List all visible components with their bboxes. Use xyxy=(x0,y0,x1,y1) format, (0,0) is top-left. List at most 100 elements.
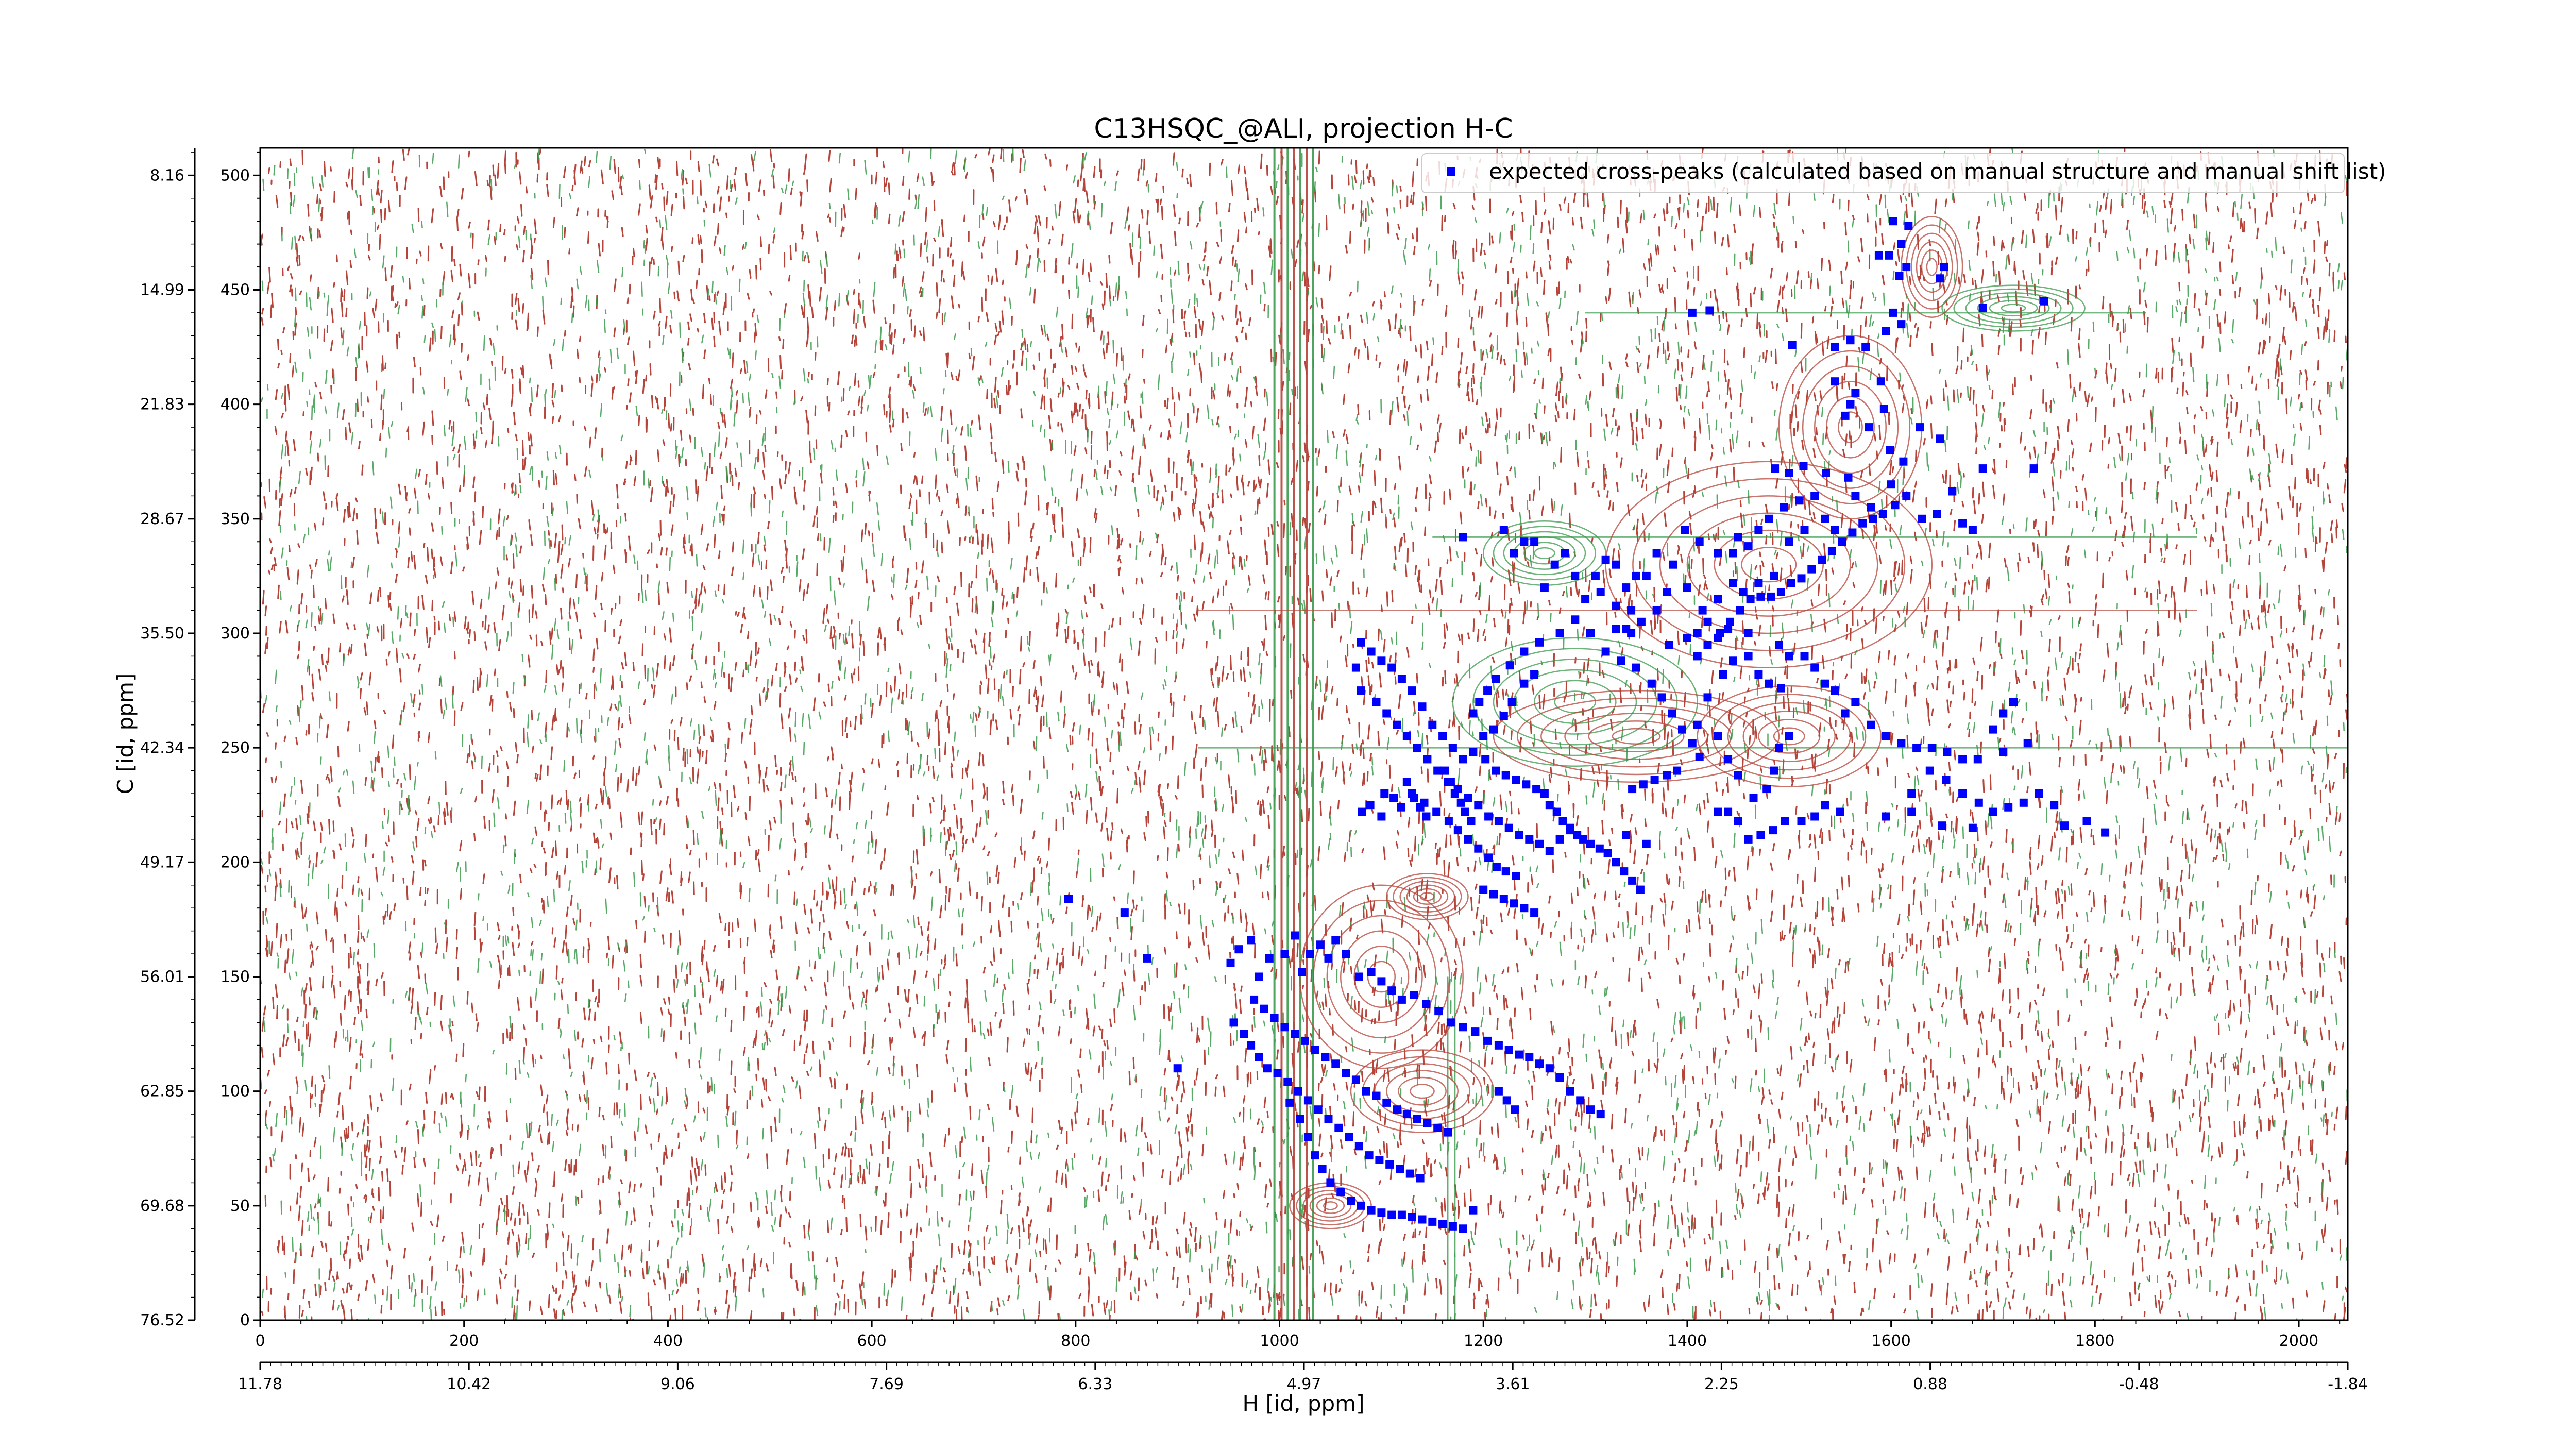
chart-title: C13HSQC_@ALI, projection H-C xyxy=(1094,113,1513,144)
cross-peak-marker xyxy=(1787,579,1795,587)
cross-peak-marker xyxy=(1938,821,1946,830)
cross-peak-marker xyxy=(1507,698,1516,706)
cross-peak-marker xyxy=(1433,766,1442,775)
cross-peak-marker xyxy=(1882,812,1890,821)
x-tick-label: 1000 xyxy=(1260,1332,1299,1350)
y-ppm-tick-label: 8.16 xyxy=(150,166,184,184)
cross-peak-marker xyxy=(1566,1087,1574,1096)
cross-peak-marker xyxy=(1525,835,1534,844)
cross-peak-marker xyxy=(2035,789,2043,798)
cross-peak-marker xyxy=(1474,801,1483,810)
cross-peak-marker xyxy=(1846,400,1855,409)
cross-peak-marker xyxy=(1540,583,1549,592)
y-tick-label: 250 xyxy=(221,739,250,757)
x-tick-label: 1200 xyxy=(1464,1332,1503,1350)
cross-peak-marker xyxy=(1958,755,1967,764)
cross-peak-marker xyxy=(1499,526,1508,534)
cross-peak-marker xyxy=(1432,807,1441,816)
cross-peak-marker xyxy=(1408,1213,1416,1221)
cross-peak-marker xyxy=(1255,1053,1263,1061)
x-tick-label: 200 xyxy=(449,1332,479,1350)
cross-peak-marker xyxy=(1545,847,1554,855)
y-ppm-tick-label: 42.34 xyxy=(140,739,184,757)
cross-peak-marker xyxy=(1448,744,1457,752)
cross-peak-marker xyxy=(1780,503,1788,512)
cross-peak-marker xyxy=(1734,817,1742,825)
cross-peak-marker xyxy=(1120,908,1129,917)
cross-peak-marker xyxy=(1504,823,1513,832)
cross-peak-marker xyxy=(1831,526,1839,534)
cross-peak-marker xyxy=(1280,1023,1289,1032)
cross-peak-marker xyxy=(1601,555,1610,564)
cross-peak-marker xyxy=(1502,1096,1511,1105)
cross-peak-marker xyxy=(1314,1105,1323,1114)
x-tick-label: 1800 xyxy=(2075,1332,2114,1350)
cross-peak-marker xyxy=(1298,968,1306,976)
cross-peak-marker xyxy=(1714,549,1722,558)
y-ppm-tick-label: 49.17 xyxy=(140,853,184,871)
cross-peak-marker xyxy=(1423,755,1432,764)
cross-peak-marker xyxy=(1316,940,1325,949)
cross-peak-marker xyxy=(1907,789,1916,798)
cross-peak-marker xyxy=(1978,304,1987,312)
cross-peak-marker xyxy=(1749,794,1758,802)
cross-peak-marker xyxy=(1831,377,1839,386)
cross-peak-marker xyxy=(1331,936,1340,945)
y-tick-label: 400 xyxy=(221,396,250,414)
y-tick-label: 500 xyxy=(221,166,250,184)
cross-peak-marker xyxy=(1347,1197,1355,1205)
cross-peak-marker xyxy=(1902,263,1911,272)
cross-peak-marker xyxy=(1247,1041,1256,1050)
cross-peak-marker xyxy=(1657,693,1666,702)
cross-peak-marker xyxy=(1744,652,1753,661)
cross-peak-marker xyxy=(1550,560,1559,569)
cross-peak-marker xyxy=(1428,1217,1437,1226)
axis-ticks: 0 200 400 600 800 1000 1200 1400 1600 1800 200011.… xyxy=(140,148,2368,1393)
cross-peak-marker xyxy=(1734,533,1742,542)
cross-peak-marker xyxy=(1459,1224,1467,1233)
cross-peak-marker xyxy=(1402,778,1411,786)
cross-peak-marker xyxy=(1385,1160,1394,1169)
cross-peak-marker xyxy=(1494,817,1503,825)
cross-peak-marker xyxy=(1483,1036,1492,1045)
cross-peak-marker xyxy=(1673,766,1682,775)
cross-peak-marker xyxy=(1467,817,1476,825)
cross-peak-marker xyxy=(1423,1119,1432,1127)
cross-peak-marker xyxy=(1532,785,1541,794)
cross-peak-marker xyxy=(1377,812,1386,821)
cross-peak-marker xyxy=(1785,652,1793,661)
cross-peak-marker xyxy=(1770,766,1778,775)
cross-peak-marker xyxy=(1397,803,1405,812)
cross-peak-marker xyxy=(1479,732,1488,740)
cross-peak-marker xyxy=(1736,606,1744,615)
y-ppm-tick-label: 69.68 xyxy=(140,1197,184,1215)
cross-peak-marker xyxy=(1622,583,1631,592)
cross-peak-marker xyxy=(1464,794,1472,802)
cross-peak-marker xyxy=(1726,617,1734,626)
cross-peak-marker xyxy=(1882,732,1890,740)
cross-peak-marker xyxy=(1576,1096,1585,1105)
cross-peak-marker xyxy=(1413,744,1421,752)
cross-peak-marker xyxy=(1989,807,1997,816)
cross-peak-marker xyxy=(1785,537,1793,546)
cross-peak-marker xyxy=(1459,1023,1467,1032)
cross-peak-marker xyxy=(1897,320,1906,329)
cross-peak-marker xyxy=(1807,565,1816,574)
cross-peak-marker xyxy=(1469,709,1478,718)
cross-peak-marker xyxy=(1775,744,1783,752)
cross-peak-marker xyxy=(1818,555,1826,564)
cross-peak-marker xyxy=(1974,798,1983,807)
cross-peak-marker xyxy=(1762,785,1771,794)
cross-peak-marker xyxy=(1642,839,1651,848)
cross-peak-marker xyxy=(1596,588,1605,596)
cross-peak-marker xyxy=(1642,571,1651,580)
cross-peak-marker xyxy=(1301,1036,1309,1045)
cross-peak-marker xyxy=(1396,1165,1404,1173)
cross-peak-marker xyxy=(1800,526,1809,534)
cross-peak-marker xyxy=(1321,1053,1330,1061)
cross-peak-marker xyxy=(1520,537,1529,546)
cross-peak-marker xyxy=(1705,306,1714,315)
cross-peak-marker xyxy=(1397,995,1406,1004)
cross-peak-marker xyxy=(1365,1151,1374,1160)
cross-peak-marker xyxy=(1693,652,1702,661)
